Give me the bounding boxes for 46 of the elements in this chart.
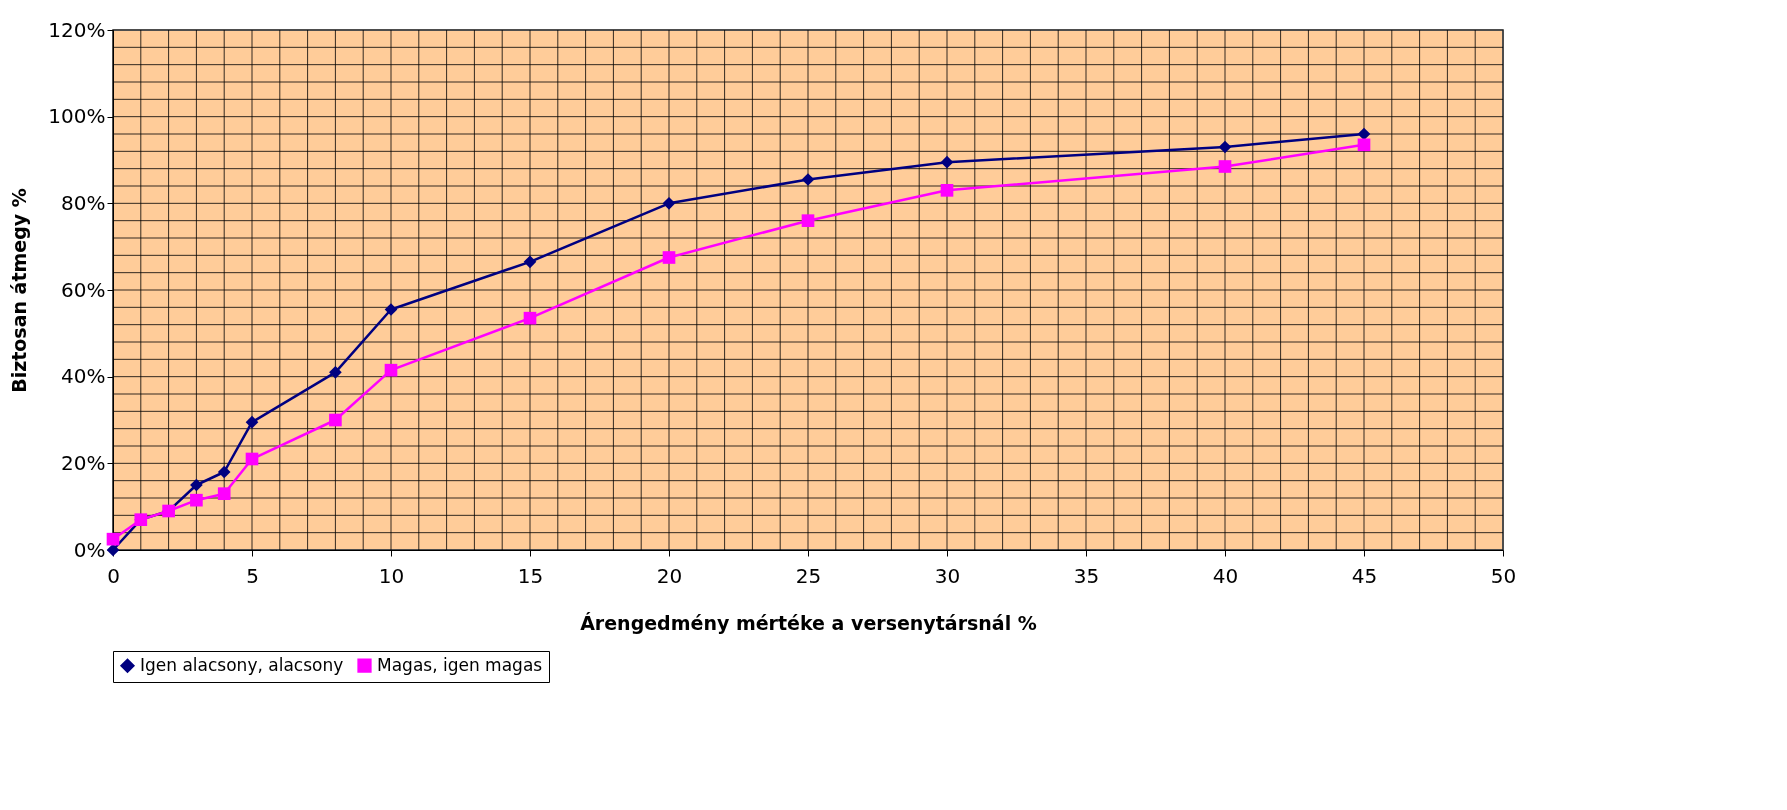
point xyxy=(801,214,815,227)
point xyxy=(1218,160,1232,173)
x-tick-label: 10 xyxy=(378,563,405,588)
x-tick-label: 5 xyxy=(246,563,259,588)
point xyxy=(106,532,120,546)
x-axis-title: Árengedmény mértéke a versenytársnál % xyxy=(580,611,1037,634)
point xyxy=(940,155,954,169)
y-tick-label: 100% xyxy=(48,104,106,129)
point xyxy=(1218,140,1232,154)
point xyxy=(1357,138,1371,152)
y-tick-label: 120% xyxy=(48,17,106,42)
point xyxy=(384,363,398,377)
y-axis-title: Biztosan átmegy % xyxy=(8,188,31,393)
y-tick-label: 20% xyxy=(61,450,106,475)
x-tick-label: 0 xyxy=(107,563,120,588)
point xyxy=(523,311,537,325)
point xyxy=(1357,127,1371,141)
point xyxy=(384,303,398,316)
point xyxy=(801,173,815,186)
x-tick-label: 45 xyxy=(1351,563,1378,588)
point xyxy=(329,413,342,427)
point xyxy=(217,487,231,500)
x-tick-label: 30 xyxy=(934,563,961,588)
point xyxy=(245,415,259,429)
point xyxy=(245,452,259,466)
point xyxy=(662,251,676,264)
point xyxy=(217,465,231,479)
point xyxy=(190,478,203,492)
y-tick-label: 80% xyxy=(61,190,106,215)
point xyxy=(190,493,203,507)
point xyxy=(940,184,954,197)
point xyxy=(662,197,676,210)
point xyxy=(329,366,342,379)
x-tick-label: 35 xyxy=(1073,563,1100,588)
x-tick-label: 15 xyxy=(517,563,544,588)
y-tick-label: 0% xyxy=(73,537,106,562)
x-tick-label: 20 xyxy=(656,563,683,588)
legend-label: Magas, igen magas xyxy=(377,654,543,675)
y-tick-label: 40% xyxy=(61,364,106,389)
y-tick-label: 60% xyxy=(61,277,106,302)
x-tick-label: 50 xyxy=(1490,563,1517,588)
point xyxy=(106,543,120,557)
legend-label: Igen alacsony, alacsony xyxy=(140,654,344,675)
x-tick-label: 40 xyxy=(1212,563,1239,588)
x-tick-label: 25 xyxy=(795,563,822,588)
point xyxy=(523,255,537,269)
